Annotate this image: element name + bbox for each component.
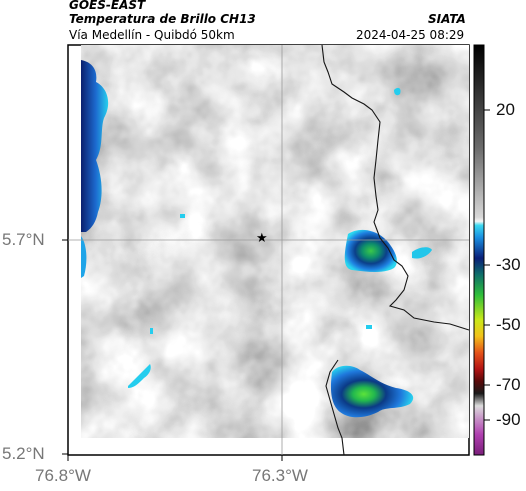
lon-tick-label: 76.8°W [35,466,91,485]
colorbar-tick-label: -30 [496,255,521,274]
cold-cloud-left [81,60,109,232]
header-agency: SIATA [428,12,466,26]
header-satellite: GOES-EAST [69,0,146,12]
lon-tick-label: 76.3°W [252,466,308,485]
lat-tick-label: 5.7°N [2,230,45,249]
colorbar [473,44,485,456]
header-product: Temperatura de Brillo CH13 [69,12,256,26]
header-region: Vía Medellín - Quibdó 50km [69,28,235,42]
colorbar-tick-label: 20 [496,100,515,119]
cold-cloud-southeast [330,365,414,418]
colorbar-tick-label: -50 [496,315,521,334]
colorbar-tick-label: -90 [496,410,521,429]
lat-tick-label: 5.2°N [2,444,45,463]
imagery-layer [81,45,469,438]
location-star-icon: ★ [256,231,268,246]
colorbar-tick-label: -70 [496,375,521,394]
header-timestamp: 2024-04-25 08:29 [356,28,465,42]
department-border [321,44,470,331]
